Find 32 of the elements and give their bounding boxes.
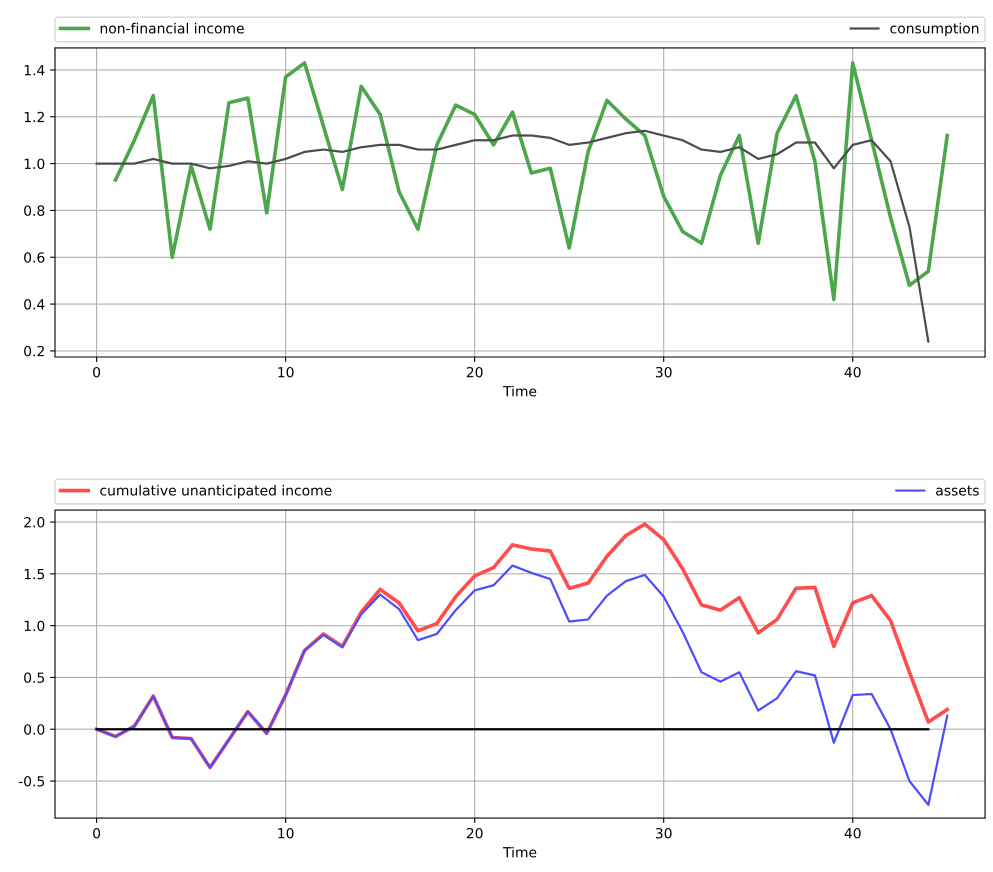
y-tick-label: 0.6 [24, 252, 44, 263]
y-tick-label: 1.0 [24, 620, 44, 632]
x-tick-label: 0 [93, 828, 100, 838]
y-tick-label: 0.0 [24, 724, 44, 735]
legend-label: cumulative unanticipated income [100, 484, 332, 498]
x-tick-label: 10 [278, 828, 294, 838]
line-series [95, 564, 948, 806]
x-tick-label: 30 [656, 366, 672, 378]
y-tick-label: 1.5 [24, 569, 44, 580]
line-series [114, 61, 950, 302]
y-tick-label: 2.0 [24, 517, 44, 528]
legend-label: non-financial income [100, 22, 244, 34]
legend-label: assets [936, 486, 979, 496]
x-axis-title: Time [503, 386, 536, 396]
x-tick-label: 20 [466, 366, 483, 378]
line-series [95, 130, 930, 343]
x-tick-label: 20 [466, 828, 483, 838]
x-axis-title: Time [503, 846, 536, 858]
x-tick-label: 10 [278, 366, 294, 378]
y-tick-label: 0.4 [24, 299, 45, 310]
y-tick-label: 0.2 [24, 346, 44, 356]
y-tick-label: 0.5 [24, 672, 44, 683]
y-tick-label: 1.2 [24, 112, 44, 122]
y-tick-label: 1.0 [24, 158, 44, 170]
y-tick-label: 0.8 [24, 205, 44, 216]
x-tick-label: 30 [656, 828, 672, 838]
x-tick-label: 40 [844, 366, 861, 378]
y-tick-label: -0.5 [18, 776, 44, 787]
x-tick-label: 40 [844, 828, 861, 838]
legend-label: consumption [890, 22, 978, 36]
y-tick-label: 1.4 [24, 65, 45, 76]
x-tick-label: 0 [93, 366, 100, 378]
